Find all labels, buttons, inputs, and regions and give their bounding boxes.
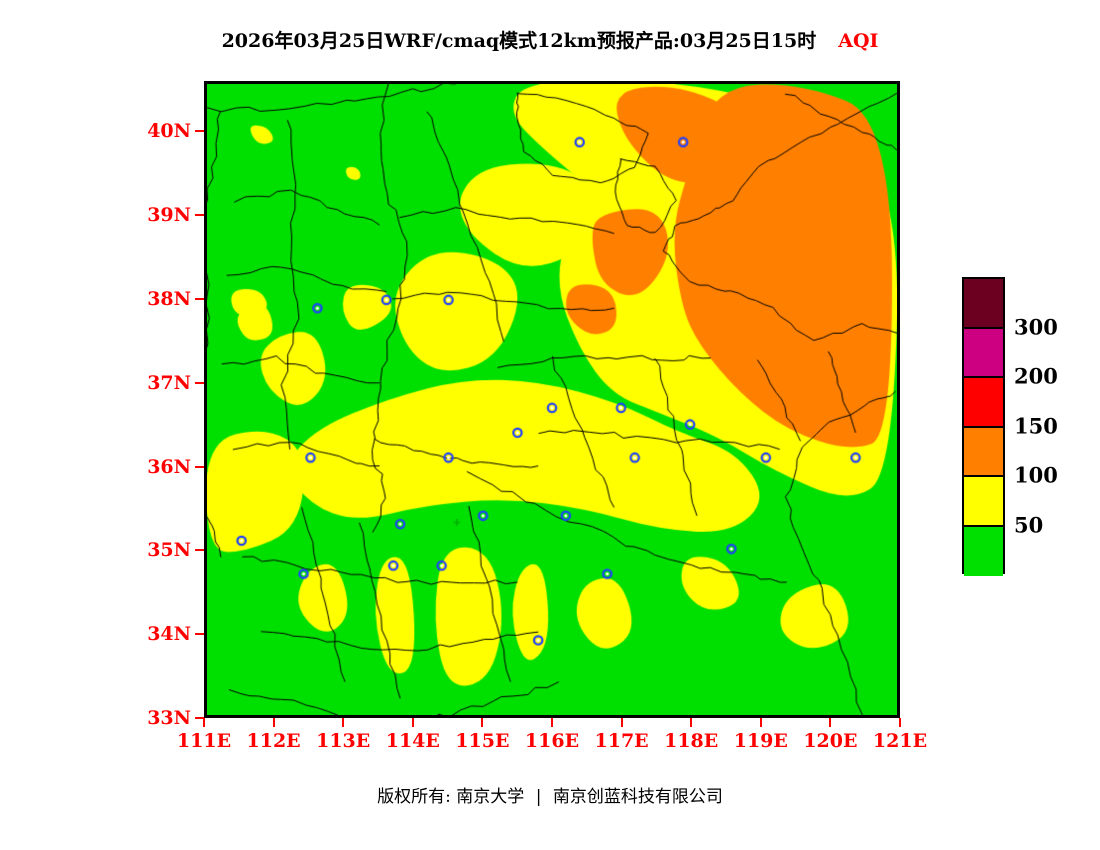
y-axis-label-33n: 33N [147, 707, 191, 729]
x-axis-tick [203, 718, 205, 727]
colorbar-label-200: 200 [1014, 363, 1058, 389]
y-axis-label-38n: 38N [147, 287, 191, 310]
aqi-colorbar [962, 277, 1005, 576]
footer-company-text: 南京创蓝科技有限公司 [552, 787, 723, 807]
y-axis-label-34n: 34N [147, 623, 191, 646]
footer-copyright: 版权所有: 南京大学 | 南京创蓝科技有限公司 [0, 782, 1100, 807]
x-axis-label-112e: 112E [246, 730, 301, 752]
colorbar-band-50-100 [964, 477, 1003, 527]
colorbar-label-300: 300 [1014, 314, 1058, 339]
colorbar-label-50: 50 [1014, 512, 1044, 537]
x-axis-tick [759, 718, 762, 727]
x-axis-tick [899, 718, 901, 727]
y-axis-tick [195, 717, 204, 719]
colorbar-band-150-200 [964, 378, 1003, 428]
x-axis-tick [272, 718, 275, 727]
y-axis-label-35n: 35N [147, 539, 191, 562]
x-axis-label-121e: 121E [872, 730, 928, 752]
y-axis-tick [195, 214, 204, 217]
x-axis-tick [342, 718, 345, 727]
aqi-contour-map [207, 84, 897, 715]
x-axis-label-113e: 113E [316, 730, 371, 752]
chart-title: 2026年03月25日WRF/cmaq模式12km预报产品:03月25日15时 … [0, 26, 1100, 53]
x-axis-tick [829, 718, 832, 727]
y-axis-tick [195, 130, 204, 133]
x-axis-label-116e: 116E [524, 730, 580, 752]
y-axis-tick [195, 297, 204, 300]
colorbar-band-300- [964, 279, 1003, 329]
colorbar-label-100: 100 [1014, 462, 1058, 488]
title-variable-label: AQI [838, 30, 879, 52]
colorbar-band-0-50 [964, 526, 1003, 576]
colorbar-band-200-300 [964, 328, 1003, 378]
x-axis-label-118e: 118E [664, 730, 719, 752]
y-axis-label-37n: 37N [147, 371, 191, 394]
x-axis-tick [690, 718, 693, 727]
y-axis-tick [195, 549, 204, 552]
colorbar-band-100-150 [964, 427, 1003, 477]
x-axis-label-120e: 120E [803, 730, 858, 752]
y-axis-label-40n: 40N [147, 120, 191, 143]
colorbar-label-150: 150 [1014, 413, 1058, 438]
title-main-text: 2026年03月25日WRF/cmaq模式12km预报产品:03月25日15时 [221, 30, 817, 52]
y-axis-tick [195, 465, 204, 468]
y-axis-tick [195, 633, 204, 636]
footer-copyright-text: 版权所有: 南京大学 [377, 787, 525, 807]
x-axis-tick [551, 718, 553, 727]
x-axis-label-119e: 119E [733, 730, 788, 752]
x-axis-label-111e: 111E [176, 730, 232, 752]
x-axis-tick [620, 718, 623, 727]
y-axis-tick [195, 381, 204, 384]
x-axis-tick [411, 718, 414, 727]
footer-separator: | [535, 787, 542, 807]
map-plot-area[interactable] [204, 81, 900, 718]
x-axis-label-114e: 114E [385, 730, 440, 752]
x-axis-label-117e: 117E [594, 730, 649, 752]
x-axis-label-115e: 115E [455, 730, 510, 752]
y-axis-label-39n: 39N [147, 204, 191, 227]
x-axis-tick [481, 718, 484, 727]
y-axis-label-36n: 36N [147, 455, 191, 478]
